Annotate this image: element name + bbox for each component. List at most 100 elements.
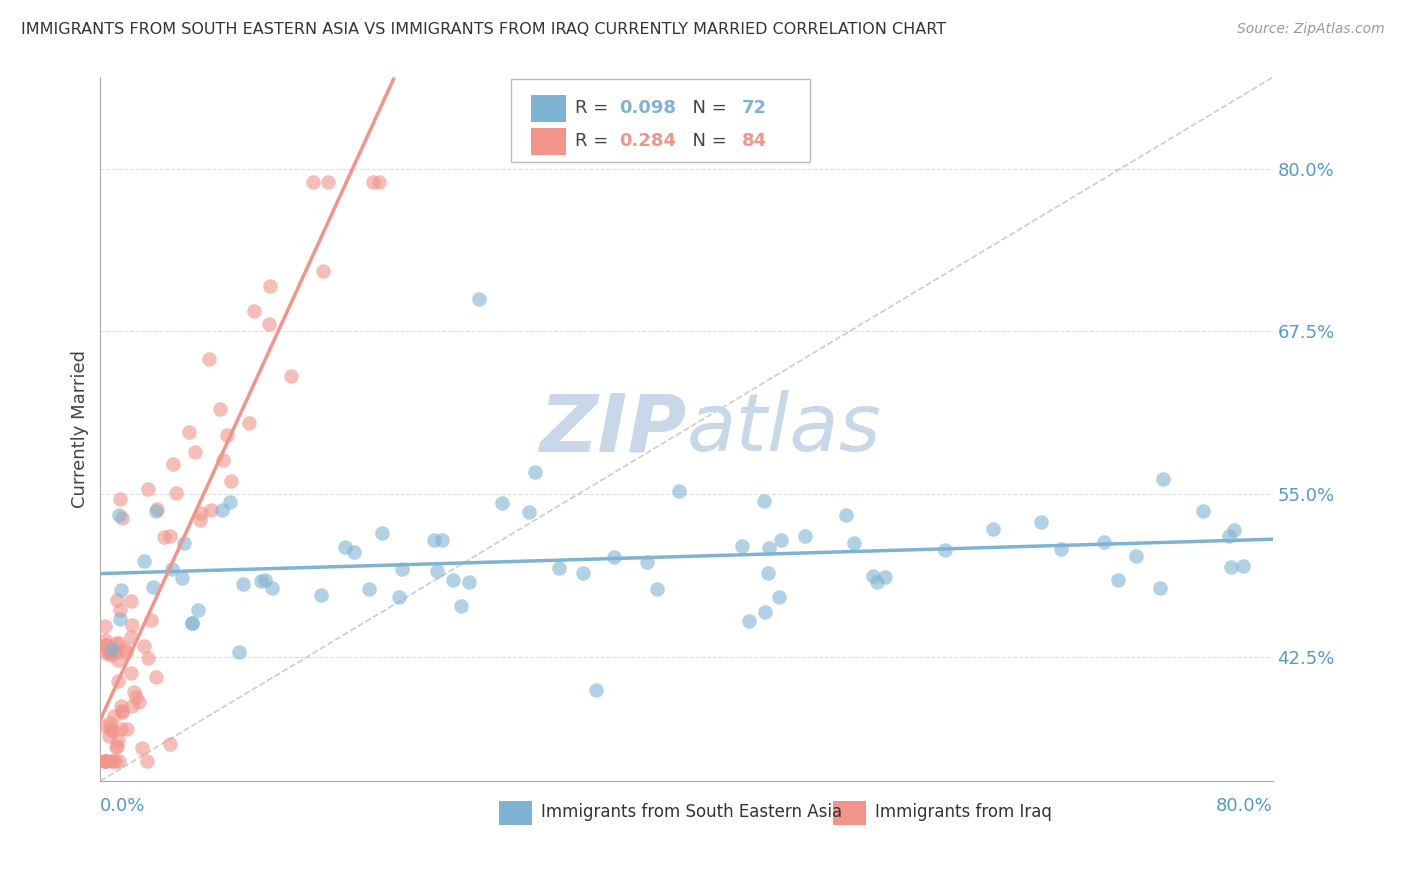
Point bbox=[188, 513, 211, 527]
Point bbox=[110, 723, 132, 737]
Point bbox=[160, 562, 183, 576]
Point bbox=[120, 666, 142, 681]
Point bbox=[177, 425, 200, 439]
Point bbox=[159, 529, 181, 543]
Point bbox=[108, 603, 131, 617]
Point bbox=[211, 503, 233, 517]
Point bbox=[934, 543, 956, 558]
Point bbox=[200, 503, 222, 517]
Point bbox=[134, 639, 156, 653]
Point bbox=[517, 505, 540, 519]
Point bbox=[585, 682, 607, 697]
Point bbox=[430, 533, 453, 547]
Point bbox=[107, 593, 129, 607]
Text: ZIP: ZIP bbox=[538, 390, 686, 468]
Point bbox=[121, 618, 143, 632]
Point bbox=[215, 428, 238, 442]
Point bbox=[426, 564, 449, 578]
Point bbox=[187, 603, 209, 617]
Text: 84: 84 bbox=[741, 132, 766, 151]
Point bbox=[793, 529, 815, 543]
Point bbox=[250, 574, 273, 588]
Text: 0.0%: 0.0% bbox=[100, 797, 146, 814]
Bar bbox=[530, 95, 565, 121]
Point bbox=[524, 465, 547, 479]
Point bbox=[120, 630, 142, 644]
Point bbox=[257, 317, 280, 331]
Point bbox=[110, 699, 132, 714]
Point bbox=[120, 594, 142, 608]
Point bbox=[100, 648, 122, 662]
Point bbox=[842, 535, 865, 549]
Point bbox=[243, 304, 266, 318]
Point bbox=[145, 504, 167, 518]
Point bbox=[547, 560, 569, 574]
Point bbox=[862, 569, 884, 583]
Point bbox=[1218, 529, 1240, 543]
Point bbox=[108, 755, 131, 769]
Point bbox=[103, 755, 125, 769]
Point bbox=[145, 670, 167, 684]
Point bbox=[173, 536, 195, 550]
Point bbox=[94, 638, 117, 652]
Point bbox=[94, 639, 117, 653]
Point bbox=[94, 646, 117, 660]
Point bbox=[259, 279, 281, 293]
Bar bbox=[832, 801, 866, 824]
Point bbox=[136, 651, 159, 665]
Point bbox=[115, 645, 138, 659]
Text: N =: N = bbox=[681, 132, 733, 151]
Point bbox=[359, 582, 381, 596]
Point bbox=[121, 699, 143, 714]
Point bbox=[770, 533, 793, 548]
Point bbox=[107, 508, 129, 522]
Point bbox=[181, 616, 204, 631]
Point bbox=[97, 646, 120, 660]
Point bbox=[162, 457, 184, 471]
Point bbox=[125, 690, 148, 704]
Point bbox=[368, 175, 391, 189]
Point bbox=[1107, 573, 1129, 587]
Point bbox=[94, 632, 117, 647]
Point bbox=[103, 709, 125, 723]
Point bbox=[122, 685, 145, 699]
Text: N =: N = bbox=[681, 99, 733, 118]
Point bbox=[1220, 560, 1243, 574]
Point bbox=[170, 571, 193, 585]
Point bbox=[738, 615, 761, 629]
Point bbox=[450, 599, 472, 613]
Point bbox=[165, 486, 187, 500]
Point bbox=[110, 583, 132, 598]
Text: 80.0%: 80.0% bbox=[1216, 797, 1272, 814]
Point bbox=[93, 755, 115, 769]
Point bbox=[768, 590, 790, 604]
Point bbox=[571, 566, 593, 580]
Point bbox=[758, 541, 780, 556]
Point bbox=[159, 737, 181, 751]
Point bbox=[108, 491, 131, 506]
Point bbox=[491, 496, 513, 510]
Point bbox=[98, 715, 121, 730]
Point bbox=[1232, 558, 1254, 573]
Point bbox=[98, 729, 121, 743]
Point bbox=[1192, 504, 1215, 518]
Point bbox=[668, 484, 690, 499]
Point bbox=[1152, 472, 1174, 486]
Point bbox=[834, 508, 856, 522]
Point bbox=[423, 533, 446, 548]
Point bbox=[142, 580, 165, 594]
Point bbox=[104, 755, 127, 769]
Point bbox=[100, 755, 122, 769]
Point bbox=[105, 739, 128, 753]
Point bbox=[132, 553, 155, 567]
Point bbox=[104, 740, 127, 755]
Point bbox=[253, 573, 276, 587]
Point bbox=[1149, 581, 1171, 595]
Point bbox=[184, 444, 207, 458]
Point bbox=[111, 705, 134, 719]
Text: 72: 72 bbox=[741, 99, 766, 118]
Point bbox=[101, 723, 124, 738]
Point bbox=[136, 755, 159, 769]
Point bbox=[316, 175, 339, 189]
Point bbox=[441, 573, 464, 587]
